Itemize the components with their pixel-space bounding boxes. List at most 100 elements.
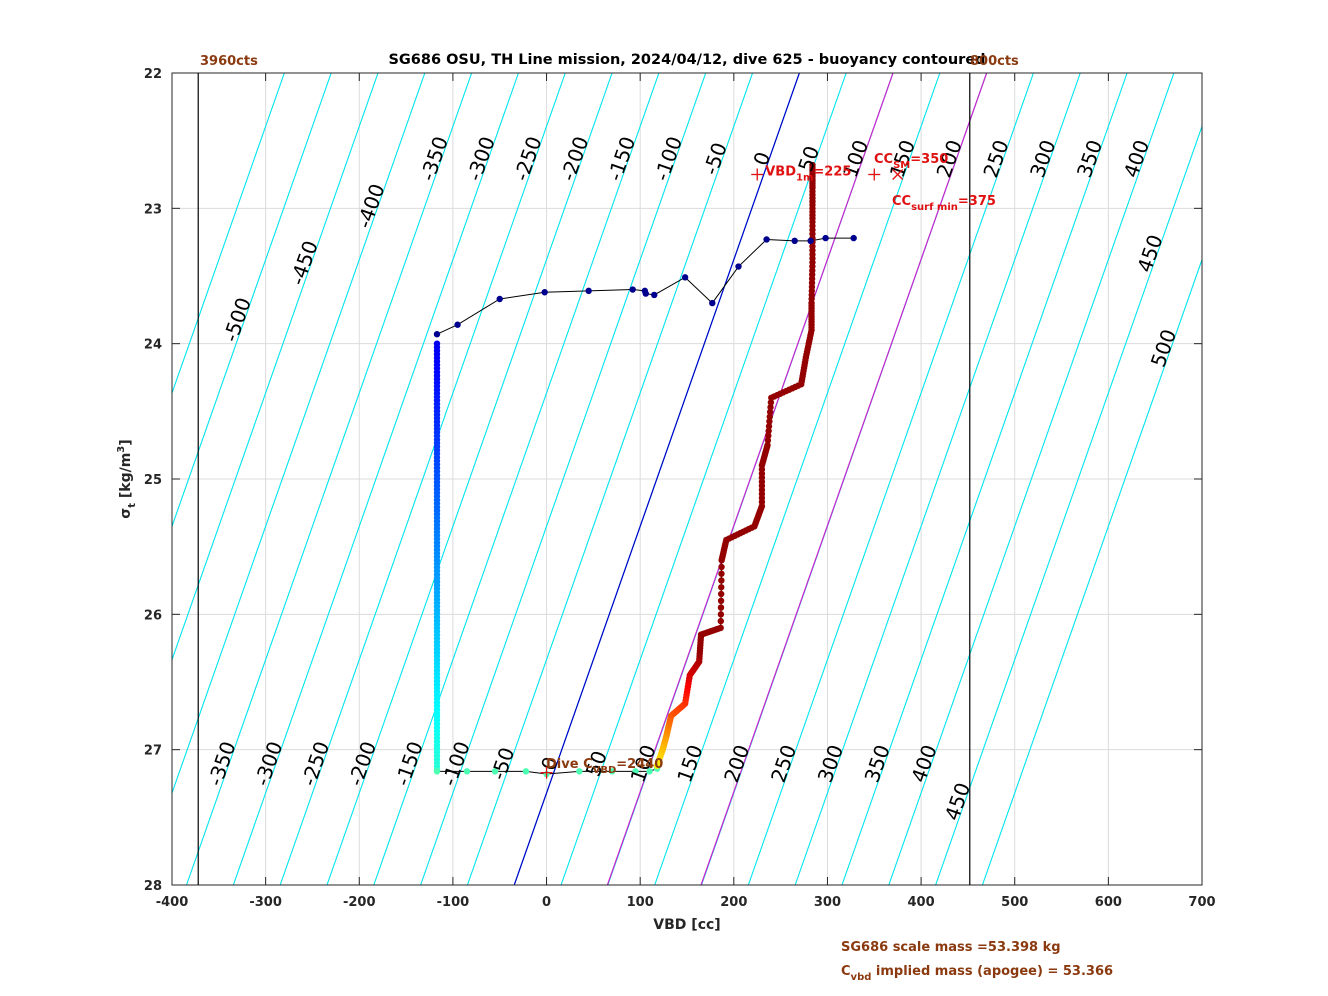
y-axis-label: σt [kg/m3] xyxy=(116,439,138,518)
y-tick-label: 27 xyxy=(144,744,162,759)
cc-sm-label: CCSM=350 xyxy=(874,152,948,171)
dive-point xyxy=(764,437,772,444)
y-axis-label-sup: 3 xyxy=(116,446,127,453)
buoyancy-contour-line xyxy=(935,124,1202,885)
magenta-reference-line xyxy=(606,73,894,885)
bottom-point xyxy=(608,768,616,775)
x-tick-label: 700 xyxy=(1188,895,1215,910)
climb-point xyxy=(791,237,798,245)
implied-mass-rest: implied mass (apogee) = 53.366 xyxy=(871,964,1113,979)
dive-point xyxy=(766,408,774,416)
climb-point xyxy=(735,263,742,270)
dive-c-vbd-label: Dive CVBD=2440 xyxy=(546,757,663,776)
buoyancy-contour-line xyxy=(654,73,941,885)
x-tick-label: 100 xyxy=(627,895,654,910)
dive-point xyxy=(768,394,775,401)
dive-point xyxy=(718,557,725,564)
x-tick-label: -300 xyxy=(249,895,282,910)
implied-mass-note: Cvbd implied mass (apogee) = 53.366 xyxy=(841,964,1113,983)
bottom-point xyxy=(433,768,441,775)
climb-point xyxy=(642,290,649,297)
grid xyxy=(172,73,1202,885)
buoyancy-contour-line xyxy=(326,73,613,885)
buoyancy-contour-line xyxy=(888,73,1175,885)
buoyancy-contour-line xyxy=(172,73,426,795)
bottom-point xyxy=(491,768,499,775)
x-tick-label: 500 xyxy=(1001,895,1028,910)
x-tick-label: 400 xyxy=(908,895,935,910)
cc-surf-min-marker xyxy=(892,169,904,180)
y-axis-label-sub: t xyxy=(127,503,138,508)
implied-mass-sub: vbd xyxy=(851,972,872,983)
x-axis-label: VBD [cc] xyxy=(653,917,720,933)
climb-point xyxy=(763,236,770,243)
y-tick-label: 26 xyxy=(144,608,162,623)
dive-point xyxy=(718,577,725,584)
dive-point xyxy=(718,584,725,591)
x-tick-label: -400 xyxy=(156,895,189,910)
climb-point xyxy=(496,295,503,303)
dive-point xyxy=(765,423,773,430)
climb-point xyxy=(541,289,548,296)
climb-point xyxy=(629,286,636,293)
bottom-point xyxy=(522,768,530,775)
x-tick-label: -200 xyxy=(343,895,376,910)
y-axis-label-close: ] xyxy=(118,439,134,445)
x-tick-label: 300 xyxy=(814,895,841,910)
dive-point xyxy=(765,427,772,435)
dive-point xyxy=(717,597,725,604)
climb-point xyxy=(681,274,689,281)
buoyancy-contour-line xyxy=(373,73,660,885)
buoyancy-contour-line xyxy=(747,73,1034,885)
dive-point xyxy=(766,418,773,425)
climb-point xyxy=(850,234,857,242)
implied-mass-pre: C xyxy=(841,964,851,979)
annotations: VBD1m=225 CCSM=350 CCsurf min=375 Dive CVBD… xyxy=(197,73,996,885)
dive-point xyxy=(718,563,725,571)
y-axis-label-main: σ xyxy=(118,508,134,519)
x-tick-label: -100 xyxy=(437,895,470,910)
y-tick-label: 22 xyxy=(144,67,162,82)
data-series xyxy=(433,161,857,778)
y-axis-label-unit: [kg/m xyxy=(118,453,134,503)
dive-point xyxy=(766,413,773,420)
climb-point xyxy=(651,291,658,299)
reference-lines xyxy=(513,73,988,885)
buoyancy-contour-line xyxy=(981,258,1202,885)
bottom-line xyxy=(436,768,658,775)
dive-point xyxy=(767,404,774,411)
dive-point xyxy=(717,617,725,625)
x-tick-label: 0 xyxy=(542,895,551,910)
climb-point xyxy=(433,330,441,338)
buoyancy-contour-line xyxy=(172,73,285,395)
buoyancy-contour-line xyxy=(560,73,847,885)
x-tick-label: 600 xyxy=(1095,895,1122,910)
dive-point xyxy=(718,570,725,577)
climb-point xyxy=(454,321,461,328)
dive-point xyxy=(767,399,775,406)
buoyancy-contour-line xyxy=(172,73,379,662)
buoyancy-contour-line xyxy=(172,73,332,528)
dive-point xyxy=(717,611,725,618)
x-tick-label: 200 xyxy=(720,895,747,910)
cc-surf-min-label: CCsurf min=375 xyxy=(892,194,996,213)
bottom-point xyxy=(632,768,639,775)
bottom-point xyxy=(576,768,583,775)
buoyancy-contour-line xyxy=(420,73,707,885)
bottom-point xyxy=(646,768,653,775)
dive-point xyxy=(717,604,725,611)
y-tick-label: 24 xyxy=(144,338,162,353)
vbd-1m-label: VBD1m=225 xyxy=(765,165,851,184)
climb-point xyxy=(585,287,592,295)
climb-point xyxy=(822,234,829,242)
dive-point xyxy=(717,590,725,598)
chart-title: SG686 OSU, TH Line mission, 2024/04/12, … xyxy=(388,52,985,68)
buoyancy-contour-line xyxy=(279,73,566,885)
max-vbd-counts-label: 800cts xyxy=(970,54,1019,69)
buoyancy-contour-line xyxy=(841,73,1128,885)
min-vbd-counts-label: 3960cts xyxy=(200,54,258,69)
y-tick-label: 23 xyxy=(144,202,162,217)
neutral-buoyancy-line xyxy=(513,73,800,885)
buoyancy-contour-line xyxy=(232,73,519,885)
